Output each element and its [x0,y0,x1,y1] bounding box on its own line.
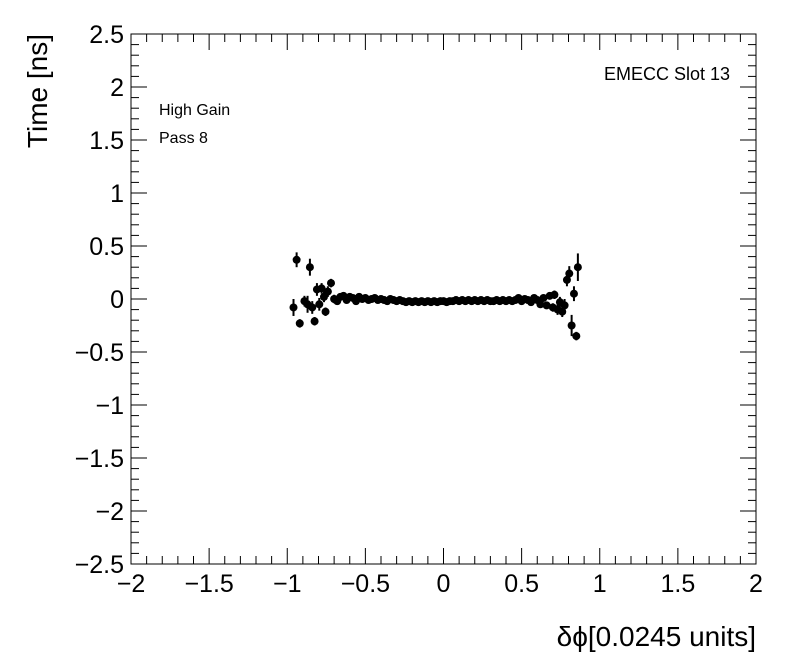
point-marker [315,300,324,309]
y-tick-label: −1 [95,392,124,420]
point-marker [550,290,559,299]
annotation-pass: Pass 8 [159,130,208,147]
x-tick-label: 1 [593,570,607,598]
y-axis-tick-labels: −2.5 −2 −1.5 −1 −0.5 0 0.5 1 1.5 2 2.5 [75,21,124,579]
data-point [292,252,301,268]
data-point [542,301,551,310]
data-point [289,299,298,316]
data-point [536,300,545,309]
x-axis-title: δϕ[0.0245 units] [557,621,756,652]
point-marker [536,300,545,309]
y-tick-label: 2.5 [89,21,124,49]
point-marker [308,303,317,312]
data-point [310,317,319,326]
data-point [539,293,548,302]
x-tick-label: −2 [117,570,146,598]
x-tick-label: 0 [437,570,451,598]
data-point [550,290,559,299]
point-marker [565,269,574,278]
data-point [305,258,314,276]
x-axis-tick-labels: −2 −1.5 −1 −0.5 0 0.5 1 1.5 2 [117,570,763,598]
x-axis-ticks [130,34,757,564]
x-tick-label: −0.5 [341,570,390,598]
y-tick-label: −2.5 [75,551,124,579]
point-marker [539,293,548,302]
data-point [308,301,317,314]
data-point [323,286,332,297]
y-tick-label: 0 [110,286,124,314]
point-marker [310,317,319,326]
data-point [327,278,335,288]
x-tick-label: 1.5 [660,570,695,598]
data-point [573,253,582,281]
data-points [289,252,582,341]
data-point [315,297,324,311]
point-marker [569,289,578,298]
point-marker [295,319,304,328]
point-marker [327,279,335,288]
y-axis-ticks [131,33,756,565]
data-point [567,314,576,337]
point-marker [542,301,551,310]
data-point [295,319,304,328]
data-point [321,307,330,316]
y-axis-title: Time [ns] [22,34,53,148]
y-tick-label: 2 [110,74,124,102]
y-tick-label: 1.5 [89,127,124,155]
point-marker [567,321,576,330]
point-marker [321,307,330,316]
data-point [565,266,574,281]
data-point [572,331,581,341]
data-point [569,286,578,302]
annotation-slot: EMECC Slot 13 [604,64,730,84]
x-tick-label: 2 [749,570,763,598]
point-marker [289,303,298,312]
x-tick-label: −1.5 [184,570,233,598]
annotation-high-gain: High Gain [159,102,230,119]
y-tick-label: 1 [110,180,124,208]
y-tick-label: −1.5 [75,445,124,473]
point-marker [573,263,582,272]
point-marker [305,263,314,272]
data-point [560,299,569,312]
y-tick-label: 0.5 [89,233,124,261]
y-tick-label: −2 [95,498,124,526]
point-marker [572,332,581,341]
point-marker [317,284,326,293]
data-point [317,283,326,294]
point-marker [292,255,301,264]
point-marker [323,287,332,296]
y-tick-label: −0.5 [75,339,124,367]
x-tick-label: −1 [273,570,302,598]
x-tick-label: 0.5 [504,570,539,598]
point-marker [560,301,569,310]
